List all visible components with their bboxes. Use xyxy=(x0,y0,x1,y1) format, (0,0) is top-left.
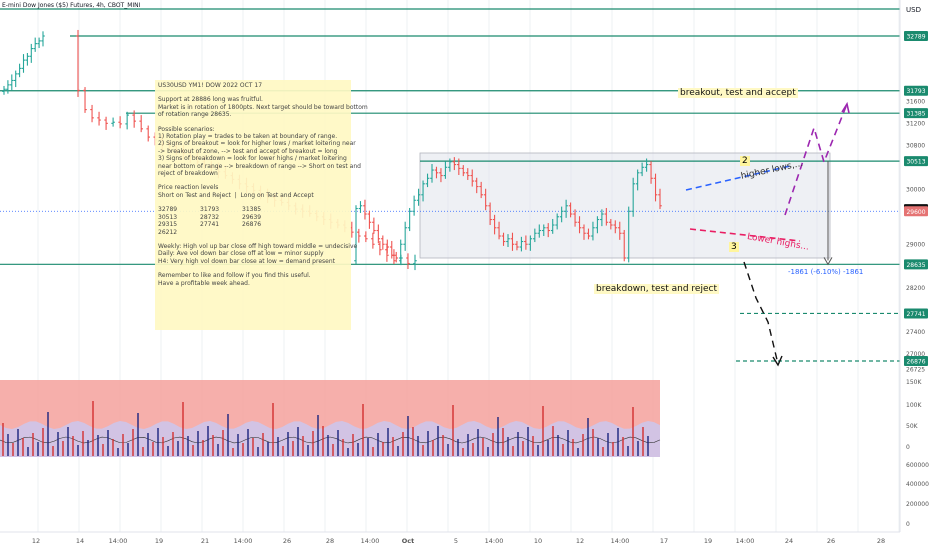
lower-tick-label: 400000 xyxy=(906,481,929,488)
time-tick-label: 17 xyxy=(660,537,668,545)
price-tag-bg xyxy=(904,156,928,167)
volume-band xyxy=(0,421,660,457)
volume-pane xyxy=(0,380,661,457)
price-tick-label: 26725 xyxy=(906,366,925,373)
volume-average-line xyxy=(0,436,661,444)
levels-table: 32789 31793 31385 30513 28732 29639 2931… xyxy=(158,206,348,236)
time-tick-label: Oct xyxy=(402,537,415,545)
volume-tick-label: 150K xyxy=(906,379,922,386)
time-tick-label: 24 xyxy=(785,537,793,545)
price-tag-bg xyxy=(904,85,928,96)
price-tag: 27741 xyxy=(906,311,925,318)
measure-label: -1861 (-6.10%) -1861 xyxy=(788,268,864,276)
price-tag-bg xyxy=(904,108,928,119)
time-tick-label: 14:00 xyxy=(736,537,755,545)
level-cell: 27741 xyxy=(200,221,220,229)
level-cell: 32789 xyxy=(158,206,178,214)
breakdown-annotation: breakdown, test and reject xyxy=(594,284,719,294)
price-axis: 32789 31793 31600 31385 31200 30800 30513 30000… xyxy=(899,0,929,532)
measure-arrowhead xyxy=(823,257,833,266)
level-cell: 31385 xyxy=(242,206,262,214)
price-tag-bg xyxy=(904,31,928,41)
time-tick-label: 14:00 xyxy=(234,537,253,545)
price-tag: 31385 xyxy=(906,111,925,118)
chart-title: E-mini Dow Jones ($5) Futures, 4h, CBOT_… xyxy=(2,2,141,9)
note-p1: Support at 28886 long was fruitful. xyxy=(158,96,263,104)
lower-tick-label: 600000 xyxy=(906,462,929,469)
note-p2: Market is in rotation of 1800pts. Next t… xyxy=(158,103,368,119)
price-tag: 30513 xyxy=(906,159,925,166)
price-tick-label: 27000 xyxy=(906,351,925,358)
note-p5: Remember to like and follow if you find … xyxy=(158,272,311,287)
analysis-note: US30USD YM1! DOW 2022 OCT 17 Support at … xyxy=(155,80,368,330)
price-tick-label: 28200 xyxy=(906,285,925,292)
time-tick-label: 19 xyxy=(155,537,163,545)
price-tag: 32789 xyxy=(906,34,925,41)
breakdown-path xyxy=(743,261,779,365)
price-tag-bg xyxy=(904,259,928,270)
price-tick-label: 29000 xyxy=(906,241,925,248)
note-levels-sub: Short on Test and Reject | Long on Test … xyxy=(158,191,314,199)
higher-lows-trendline xyxy=(685,165,791,191)
level-cell: 28732 xyxy=(200,213,220,221)
price-tag: 26876 xyxy=(906,359,925,366)
lower-tick-label: 200000 xyxy=(906,501,929,508)
level-cell: 29639 xyxy=(242,213,262,221)
price-tick-label: 31200 xyxy=(906,120,925,127)
currency-label: USD xyxy=(906,6,921,14)
scenario-3-label: 3 xyxy=(729,242,739,252)
time-tick-label: 14:00 xyxy=(485,537,504,545)
breakout-path xyxy=(784,103,848,216)
note-title: US30USD YM1! DOW 2022 OCT 17 xyxy=(158,82,263,89)
breakout-arrowhead xyxy=(841,101,850,114)
time-tick-label: 14 xyxy=(76,537,84,545)
time-tick-label: 12 xyxy=(32,537,40,545)
breakdown-arrowhead xyxy=(772,355,783,367)
price-tick-label: 30800 xyxy=(906,142,925,149)
price-tag: 28635 xyxy=(906,262,925,269)
price-tag-bg xyxy=(904,308,928,319)
time-axis: 12 14 14:00 19 21 14:00 26 28 14:00 Oct 5 14:00 10 12… xyxy=(0,531,900,545)
price-tag: 31793 xyxy=(906,88,925,95)
breakout-annotation: breakout, test and accept xyxy=(678,88,798,98)
note-p4: Weekly: High vol up bar close off high t… xyxy=(158,242,358,265)
price-tick-label: 30000 xyxy=(906,186,925,193)
volume-tick-label: 0 xyxy=(906,444,910,451)
level-cell: 26876 xyxy=(242,221,262,229)
level-cell: 26212 xyxy=(158,228,178,236)
level-cell: 29315 xyxy=(158,221,178,229)
price-tick-label: 31600 xyxy=(906,98,925,105)
level-cell: 31793 xyxy=(200,206,220,214)
time-tick-label: 12 xyxy=(576,537,584,545)
price-tick-label: 27400 xyxy=(906,329,925,336)
volume-tick-label: 100K xyxy=(906,402,922,409)
price-tag-bg xyxy=(904,356,928,366)
lower-highs-trendline xyxy=(689,228,801,242)
time-tick-label: 10 xyxy=(534,537,542,545)
time-tick-label: 5 xyxy=(454,537,458,545)
scenario-2-label: 2 xyxy=(740,156,750,166)
time-tick-label: 14:00 xyxy=(361,537,380,545)
time-tick-label: 21 xyxy=(201,537,209,545)
time-tick-label: 28 xyxy=(877,537,885,545)
price-tag: 29600 xyxy=(906,209,925,216)
price-tag-bg xyxy=(904,206,928,217)
time-tick-label: 14:00 xyxy=(611,537,630,545)
level-cell: 30513 xyxy=(158,213,178,221)
note-p3: Possible scenarios: 1) Rotation play = t… xyxy=(158,125,361,178)
note-levels-title: Price reaction levels xyxy=(158,184,219,192)
time-tick-label: 26 xyxy=(827,537,835,545)
scenario-paths xyxy=(685,101,850,367)
time-tick-label: 26 xyxy=(283,537,291,545)
time-tick-label: 14:00 xyxy=(109,537,128,545)
time-tick-label: 28 xyxy=(326,537,334,545)
time-tick-label: 19 xyxy=(704,537,712,545)
lower-tick-label: 0 xyxy=(906,521,910,528)
volume-tick-label: 50K xyxy=(906,423,919,430)
